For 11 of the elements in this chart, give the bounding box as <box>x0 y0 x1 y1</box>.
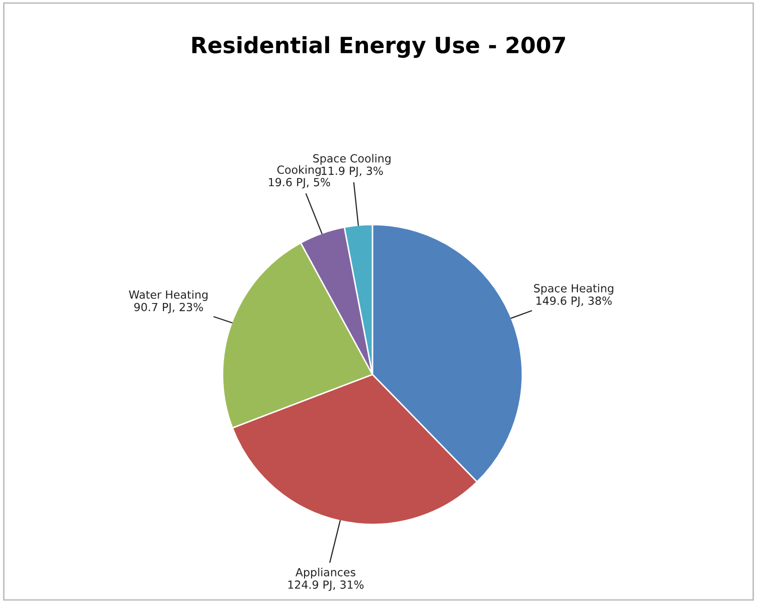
data-label: 11.9 PJ, 3% <box>322 166 383 178</box>
slice-label: Space Heating <box>534 284 614 295</box>
slice-label: Cooking <box>277 165 321 176</box>
slice-label: Appliances <box>296 568 356 579</box>
slice-label: Space Cooling <box>313 154 390 165</box>
data-label: 90.7 PJ, 23% <box>134 302 203 314</box>
data-label: 19.6 PJ, 5% <box>268 178 330 188</box>
data-label: 149.6 PJ, 38% <box>536 296 612 307</box>
chart-title: Residential Energy Use - 2007 <box>192 36 565 58</box>
data-label: 124.9 PJ, 31% <box>288 580 364 591</box>
slice-label: Water Heating <box>128 290 208 301</box>
